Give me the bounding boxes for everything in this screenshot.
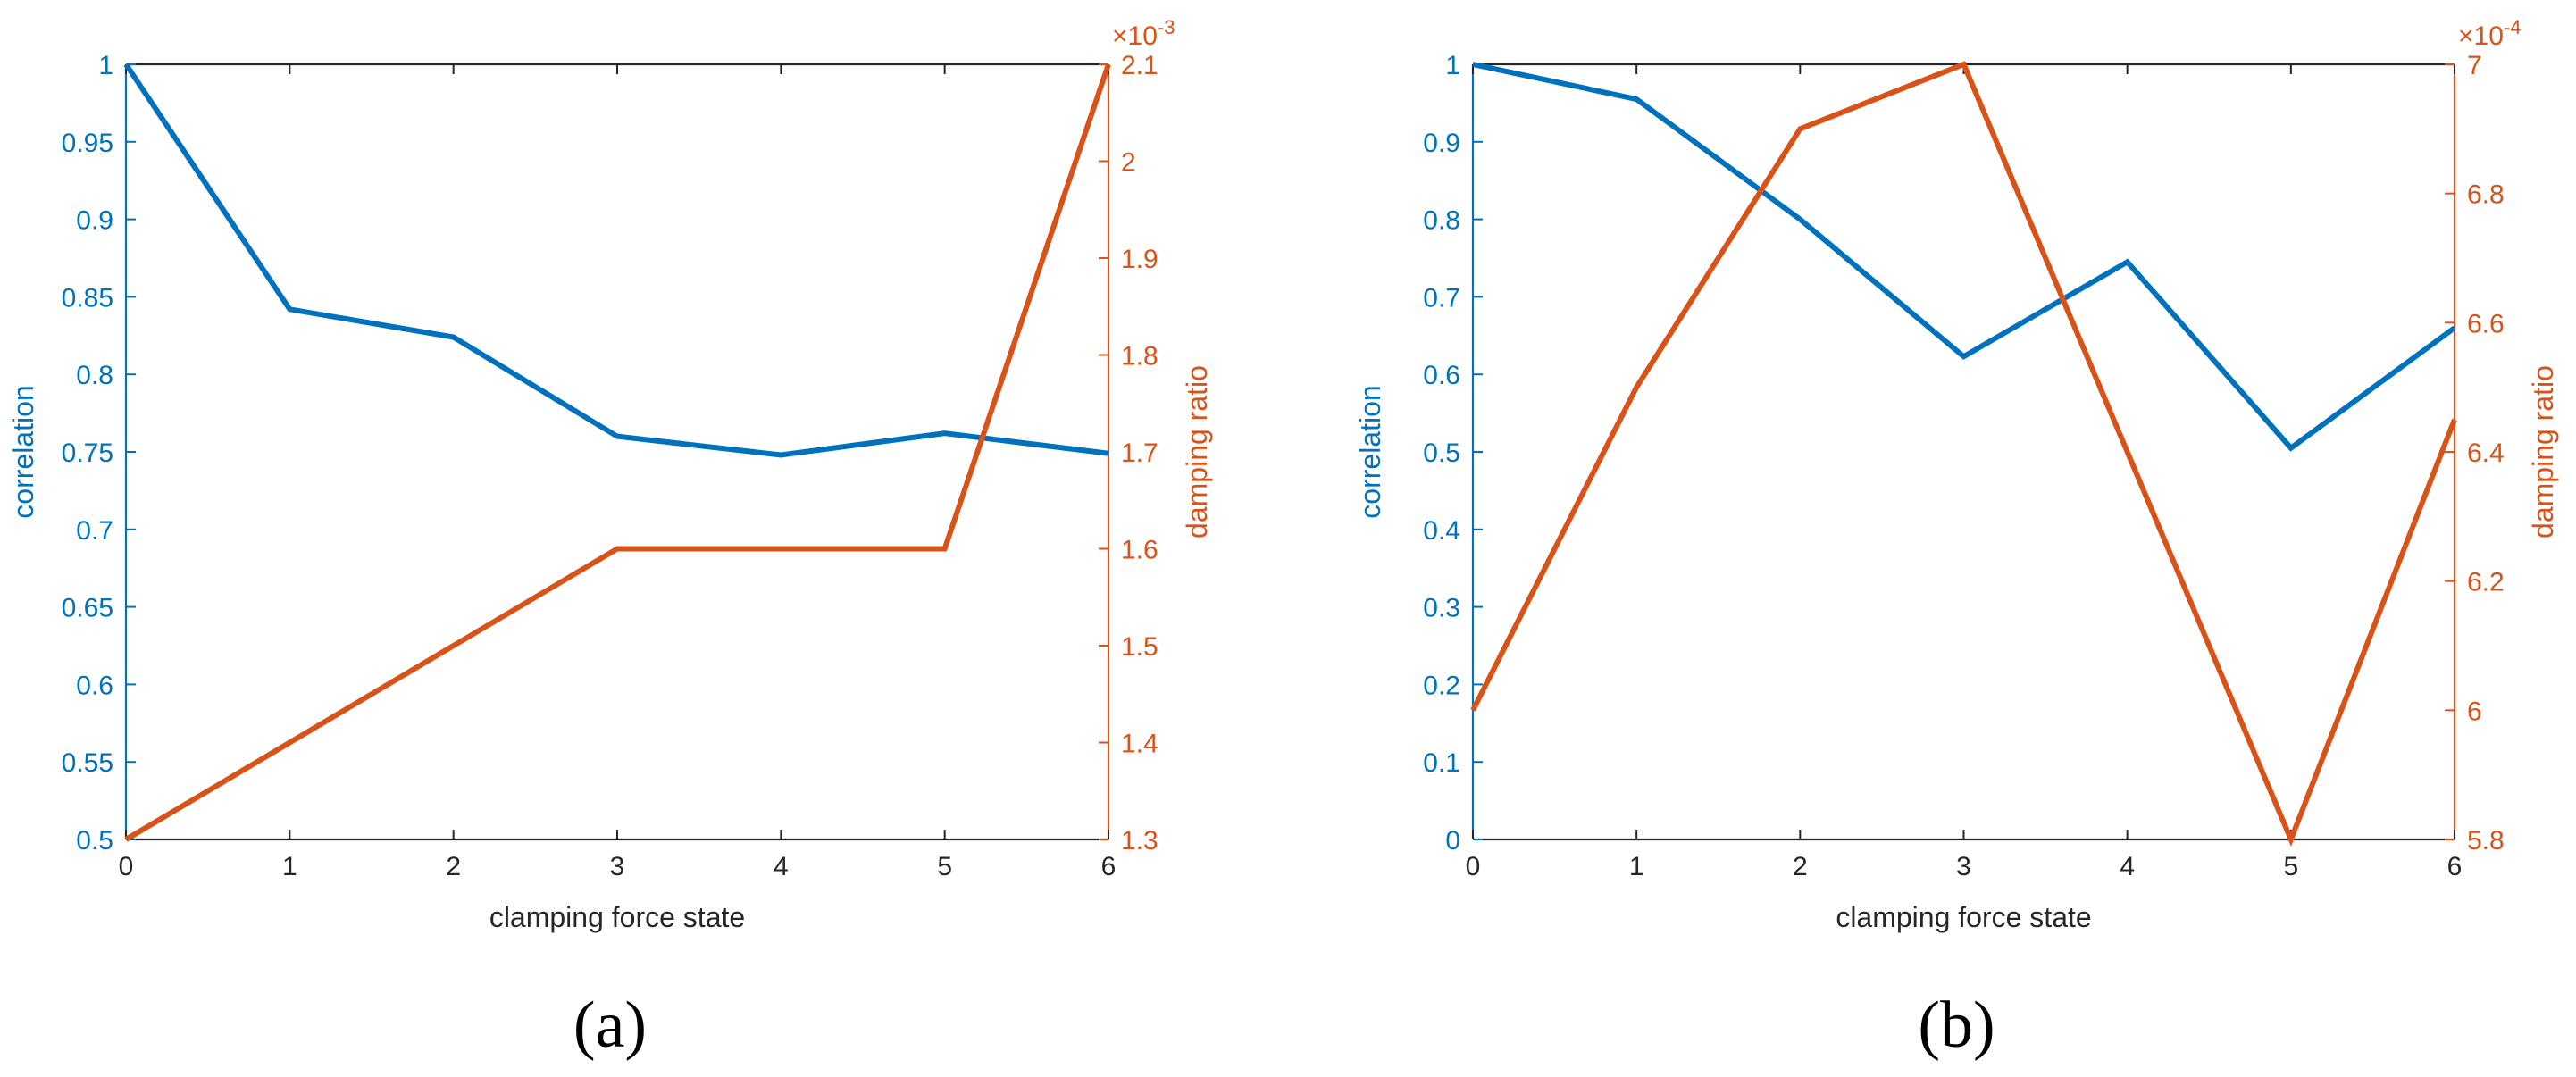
panel-b-right-tick-label: 6.4 bbox=[2467, 438, 2505, 468]
panel-b-left-tick-label: 0.1 bbox=[1423, 748, 1460, 778]
panel-a-x-tick-label: 6 bbox=[1101, 852, 1117, 881]
panel-b-left-tick-label: 0.5 bbox=[1423, 438, 1460, 468]
panel-b-x-axis-label: clamping force state bbox=[1836, 901, 2091, 933]
panel-a-right-tick-label: 1.5 bbox=[1121, 632, 1158, 662]
panel-b-x-tick-label: 5 bbox=[2283, 852, 2298, 881]
panel-b-label: (b) bbox=[1918, 989, 1995, 1062]
panel-b-right-tick-label: 6.2 bbox=[2467, 568, 2505, 597]
panel-a-right-tick-label: 1.8 bbox=[1121, 342, 1158, 372]
panel-a-right-exponent: ×10-3 bbox=[1112, 16, 1175, 51]
panel-b-left-tick-label: 0.8 bbox=[1423, 206, 1460, 236]
panel-b-series-correlation bbox=[1472, 62, 2456, 452]
panel-b-left-tick-label: 0 bbox=[1445, 826, 1460, 856]
panel-b-x-tick-label: 3 bbox=[1956, 852, 1971, 881]
panel-a-right-tick-label: 2.1 bbox=[1121, 51, 1158, 80]
panel-b-left-tick-label: 0.2 bbox=[1423, 671, 1460, 700]
panel-a-left-tick-label: 0.9 bbox=[76, 206, 113, 236]
panel-a-x-tick-label: 0 bbox=[119, 852, 134, 881]
panel-a-right-tick-label: 1.4 bbox=[1121, 730, 1158, 759]
panel-b-right-axis-label: damping ratio bbox=[2527, 365, 2559, 538]
panel-a-right-axis-label: damping ratio bbox=[1181, 365, 1213, 538]
panel-a-right-tick-label: 2 bbox=[1121, 148, 1136, 178]
panel-b-right-tick-label: 7 bbox=[2467, 51, 2482, 80]
panel-a-left-tick-label: 0.8 bbox=[76, 361, 113, 390]
panel-a-x-tick-label: 1 bbox=[282, 852, 297, 881]
panel-a-right-tick-label: 1.7 bbox=[1121, 438, 1158, 468]
panel-b-x-tick-label: 6 bbox=[2447, 852, 2463, 881]
panel-a-left-tick-label: 0.55 bbox=[62, 748, 113, 778]
panel-a-left-tick-label: 0.75 bbox=[62, 438, 113, 468]
panel-a-left-axis-label: correlation bbox=[7, 385, 39, 518]
panel-b-left-tick-label: 0.4 bbox=[1423, 516, 1460, 546]
panel-a-left-tick-label: 1 bbox=[98, 51, 113, 80]
panel-b-left-tick-label: 0.3 bbox=[1423, 594, 1460, 623]
panel-a-left-tick-label: 0.85 bbox=[62, 283, 113, 313]
panel-b-left-tick-label: 0.9 bbox=[1423, 129, 1460, 158]
panel-b-x-tick-label: 2 bbox=[1793, 852, 1808, 881]
panel-b-left-axis-label: correlation bbox=[1354, 385, 1386, 518]
panel-a-right-tick-label: 1.3 bbox=[1121, 826, 1158, 856]
panel-a-left-tick-label: 0.6 bbox=[76, 671, 113, 700]
panel-b-right-tick-label: 6.8 bbox=[2467, 180, 2505, 210]
panel-a-series-correlation bbox=[123, 63, 1109, 458]
panel-a-left-tick-label: 0.95 bbox=[62, 129, 113, 158]
panel-a-right-tick-label: 1.6 bbox=[1121, 536, 1158, 565]
panel-b-right-exponent: ×10-4 bbox=[2458, 16, 2521, 51]
panel-a-x-axis-label: clamping force state bbox=[489, 901, 745, 933]
panel-b-right-tick-label: 6.6 bbox=[2467, 309, 2505, 338]
panel-b-left-tick-label: 1 bbox=[1445, 51, 1460, 80]
panel-a-right-tick-label: 1.9 bbox=[1121, 245, 1158, 274]
panel-b-left-tick-label: 0.7 bbox=[1423, 283, 1460, 313]
panel-b-left-tick-label: 0.6 bbox=[1423, 361, 1460, 390]
panel-b-x-tick-label: 0 bbox=[1466, 852, 1481, 881]
panel-b-x-tick-label: 1 bbox=[1629, 852, 1644, 881]
panel-b-right-tick-label: 6 bbox=[2467, 697, 2482, 726]
panel-a-series-damping-ratio bbox=[124, 63, 1111, 842]
panel-a-x-tick-label: 5 bbox=[937, 852, 952, 881]
panel-a-left-tick-label: 0.65 bbox=[62, 594, 113, 623]
panel-a-x-tick-label: 4 bbox=[774, 852, 789, 881]
panel-b-right-tick-label: 5.8 bbox=[2467, 826, 2505, 856]
panel-a-label: (a) bbox=[573, 989, 647, 1062]
panel-b-series-damping-ratio bbox=[1470, 61, 2457, 847]
panel-a-left-tick-label: 0.7 bbox=[76, 516, 113, 546]
panel-b-x-tick-label: 4 bbox=[2120, 852, 2135, 881]
panel-a-x-tick-label: 2 bbox=[446, 852, 461, 881]
panel-a-x-tick-label: 3 bbox=[610, 852, 625, 881]
panel-a-left-tick-label: 0.5 bbox=[76, 826, 113, 856]
